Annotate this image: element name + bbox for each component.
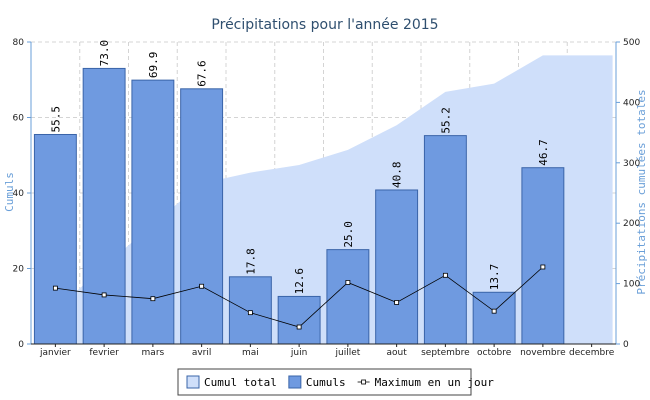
max-point [199,283,205,289]
y-tick-label: 0 [18,340,24,350]
max-point [296,324,302,330]
max-point [150,296,156,302]
x-tick-label: avril [192,348,212,358]
bar-mars [131,79,175,345]
legend-label: Cumul total [204,376,277,389]
x-tick-label: juin [290,348,307,358]
bar-juillet [326,249,370,345]
data-label: 69.9 [147,52,160,79]
y2-tick-label: 100 [623,280,640,290]
x-tick-label: novembre [520,348,566,358]
bar-septembre [423,135,467,345]
y-tick-label: 60 [13,114,25,124]
x-tick-label: fevrier [89,348,119,358]
legend-swatch [288,375,302,389]
data-label: 40.8 [391,161,404,188]
data-label: 55.5 [49,106,62,133]
x-tick-label: octobre [477,348,512,358]
bar-avril [180,88,224,345]
bars [33,67,565,345]
data-label: 17.8 [244,248,257,275]
legend-box [177,368,472,396]
max-point [491,308,497,314]
y2-tick-label: 300 [623,159,640,169]
x-tick-label: mai [242,348,259,358]
max-point [52,285,58,291]
data-label: 67.6 [196,60,209,87]
max-point [394,300,400,305]
x-tick-label: mars [142,348,165,358]
data-label: 55.2 [439,107,452,134]
y2-tick-label: 400 [623,98,640,108]
y-tick-label: 80 [13,38,25,48]
bar-janvier [33,133,77,345]
x-tick-label: decembre [569,348,615,358]
y2-axis-label: Précipitations cumulées totales [635,89,648,294]
data-label: 12.6 [293,268,306,295]
legend-swatch-marker [361,379,367,385]
data-label: 13.7 [488,264,501,291]
data-label: 46.7 [537,139,550,166]
x-tick-label: septembre [421,348,470,358]
axes: 0 20 40 60 80 0 100 200 300 400 500 janvier fevrier m… [13,38,641,358]
max-point [540,264,546,270]
y-tick-label: 40 [13,189,25,199]
data-label: 25.0 [342,221,355,248]
data-label: 73.0 [98,40,111,67]
y-tick-label: 20 [13,265,25,275]
y2-tick-label: 500 [623,38,640,48]
bar-juin [277,295,321,345]
bar-fevrier [82,67,126,345]
max-point [101,292,107,298]
bar-aout [375,189,419,345]
max-point [247,310,253,316]
max-point [345,280,351,285]
x-tick-label: aout [386,348,407,358]
legend-label: Maximum en un jour [375,376,495,389]
max-line [52,264,546,330]
y2-tick-label: 200 [623,219,640,229]
legend-label: Cumuls [306,376,346,389]
bar-novembre [521,167,565,345]
data-labels: 55.5 73.0 69.9 67.6 17.8 12.6 25.0 40.8 55.2 13.7… [49,40,550,295]
x-tick-label: janvier [39,348,71,358]
y-axis-label: Cumuls [3,172,16,212]
x-tick-label: juillet [334,348,360,358]
chart-title: Précipitations pour l'année 2015 [211,17,438,33]
y2-tick-label: 0 [623,340,629,350]
legend-swatch [186,375,200,389]
legend: Cumul total Cumuls Maximum en un jour [177,368,495,396]
max-point [442,272,448,278]
